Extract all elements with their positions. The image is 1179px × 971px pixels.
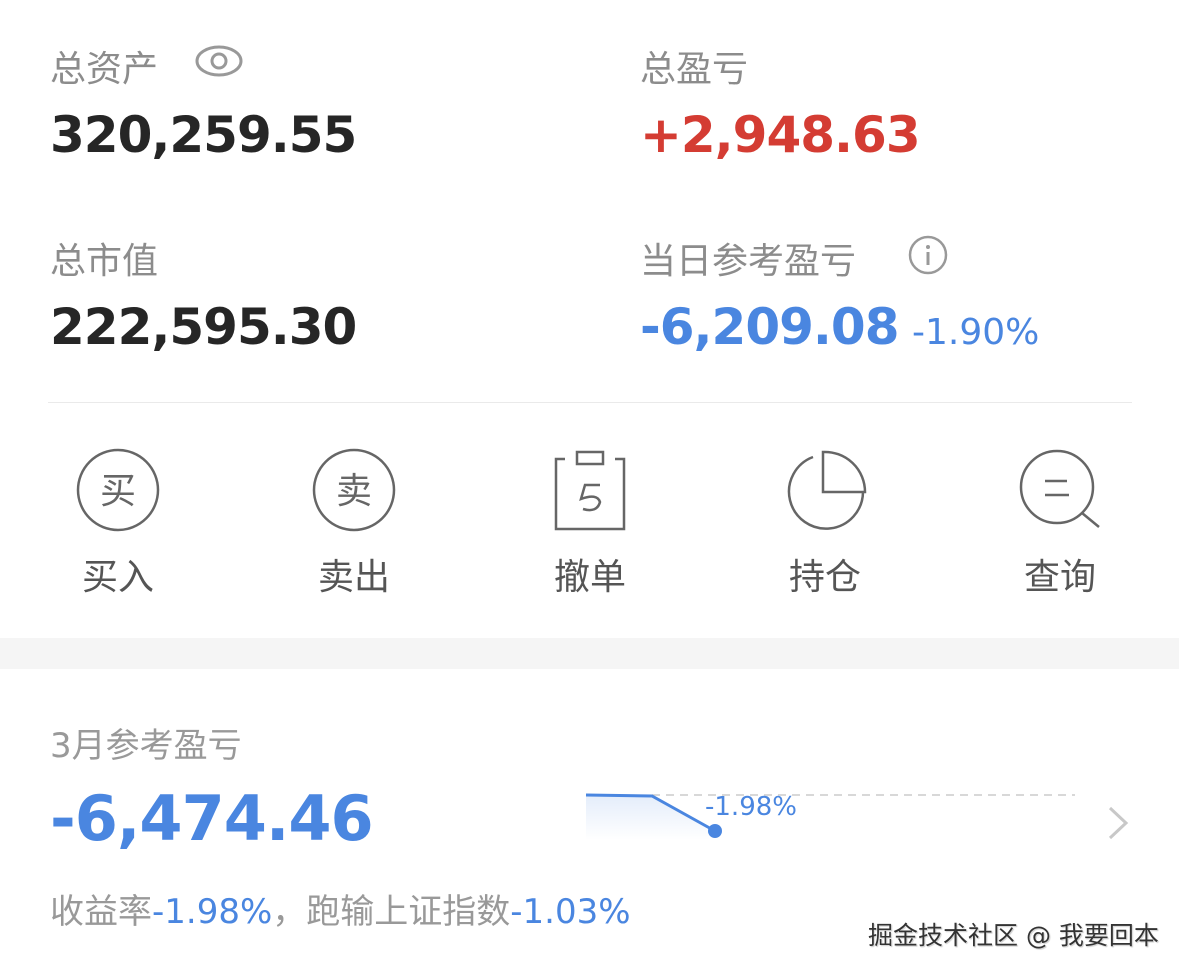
monthly-title: 3月参考盈亏 — [50, 726, 242, 766]
daily-pnl-percent: -1.90% — [912, 312, 1040, 353]
compare-value: -1.03% — [510, 892, 631, 932]
divider — [48, 402, 1132, 403]
sparkline-line — [585, 793, 716, 833]
svg-text:卖: 卖 — [336, 471, 372, 512]
buy-icon: 买 — [76, 448, 160, 532]
eye-icon[interactable] — [194, 44, 244, 78]
monthly-value: -6,474.46 — [50, 782, 374, 855]
rate-label: 收益率 — [50, 892, 152, 932]
market-value-label: 总市值 — [50, 241, 159, 282]
compare-label: ，跑输上证指数 — [272, 892, 511, 932]
total-pnl-value: +2,948.63 — [640, 106, 921, 164]
action-holdings-label: 持仓 — [788, 557, 861, 598]
sparkline-area — [586, 795, 715, 840]
rate-value: -1.98% — [152, 892, 273, 932]
section-separator — [0, 638, 1179, 669]
total-assets-value: 320,259.55 — [50, 106, 357, 164]
chevron-right-icon[interactable] — [1105, 805, 1131, 841]
sell-icon: 卖 — [312, 448, 396, 532]
total-pnl-label: 总盈亏 — [640, 49, 749, 90]
action-buy-label: 买入 — [81, 557, 154, 598]
cancel-order-icon — [554, 450, 626, 531]
search-icon — [1019, 449, 1100, 528]
market-value-value: 222,595.30 — [50, 298, 357, 356]
sparkline-point — [708, 824, 722, 838]
sparkline-label: -1.98% — [705, 792, 797, 822]
pie-chart-icon — [787, 450, 867, 530]
daily-pnl-label: 当日参考盈亏 — [640, 241, 857, 282]
svg-text:买: 买 — [100, 471, 136, 512]
total-assets-label: 总资产 — [50, 49, 159, 90]
info-icon[interactable] — [908, 235, 948, 275]
watermark: 掘金技术社区 @ 我要回本 — [868, 921, 1159, 950]
monthly-rate-line: 收益率-1.98%，跑输上证指数-1.03% — [50, 884, 631, 933]
daily-pnl-value: -6,209.08 — [640, 298, 899, 356]
action-query-label: 查询 — [1023, 557, 1096, 598]
action-cancel-order-label: 撤单 — [553, 557, 626, 598]
action-sell-label: 卖出 — [317, 557, 390, 598]
monthly-sparkline — [585, 793, 1075, 840]
